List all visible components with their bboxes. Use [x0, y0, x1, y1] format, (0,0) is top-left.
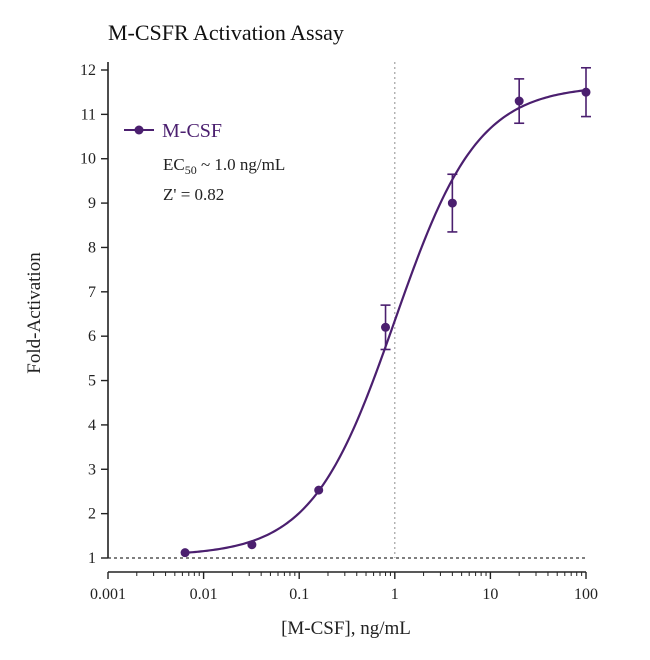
x-axis-label: [M-CSF], ng/mL: [281, 618, 411, 639]
x-tick-label: 1: [391, 586, 399, 603]
y-tick-label: 3: [88, 461, 96, 478]
legend-label: M-CSF: [162, 120, 222, 142]
x-tick-label: 0.01: [190, 586, 218, 603]
y-axis-label: Fold-Activation: [24, 252, 45, 374]
data-point: [447, 198, 457, 208]
y-tick-label: 6: [88, 328, 96, 345]
x-tick-label: 0.1: [289, 586, 309, 603]
y-tick-label: 5: [88, 373, 96, 390]
ec50-subscript: 50: [185, 163, 197, 177]
legend: M-CSF: [124, 120, 222, 142]
y-tick-label: 2: [88, 506, 96, 523]
data-point: [514, 96, 524, 106]
reference-lines: [108, 62, 586, 559]
y-tick-label: 4: [88, 417, 96, 434]
z-prime-annotation: Z' = 0.82: [163, 185, 224, 204]
ec50-prefix: EC: [163, 155, 185, 174]
data-point: [180, 548, 190, 558]
data-points-layer: [180, 66, 591, 558]
chart-title: M-CSFR Activation Assay: [108, 20, 344, 45]
y-tick-label: 10: [80, 151, 96, 168]
data-point: [581, 87, 591, 97]
y-tick-label: 1: [88, 550, 96, 567]
data-point: [381, 322, 391, 332]
x-tick-label: 0.001: [90, 586, 126, 603]
y-tick-label: 8: [88, 239, 96, 256]
y-tick-label: 7: [88, 284, 96, 301]
y-tick-label: 11: [81, 106, 96, 123]
x-tick-label: 10: [482, 586, 498, 603]
x-tick-label: 100: [574, 586, 598, 603]
legend-marker: [134, 125, 144, 135]
ec50-value: ~ 1.0 ng/mL: [197, 155, 286, 174]
data-point: [247, 540, 257, 550]
data-point: [314, 485, 324, 495]
y-tick-label: 9: [88, 195, 96, 212]
y-tick-label: 12: [80, 62, 96, 79]
ec50-annotation: EC50 ~ 1.0 ng/mL: [163, 155, 285, 177]
